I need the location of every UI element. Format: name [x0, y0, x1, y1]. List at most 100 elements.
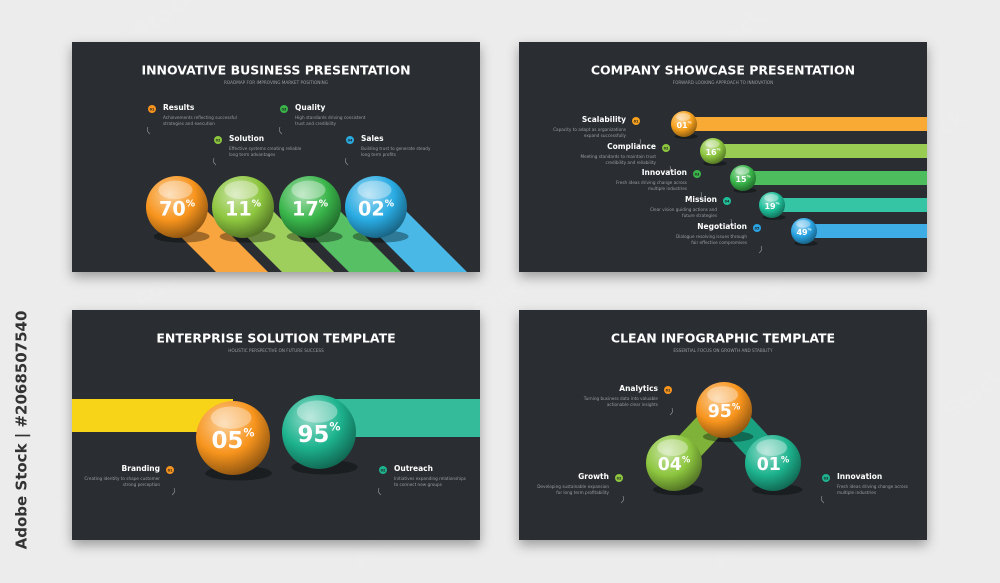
slide-subtitle: ROADMAP FOR IMPROVING MARKET POSITIONING [224, 80, 328, 85]
ball-number: 16 [705, 148, 717, 157]
item-desc: future strategies [682, 213, 717, 218]
ball-value: 49% [796, 226, 811, 236]
badge-number: 03 [695, 172, 700, 176]
ball-number: 02 [358, 197, 385, 220]
item-desc: multiple industries [648, 186, 687, 191]
ball-value: 16% [705, 146, 720, 156]
ball-highlight [296, 400, 338, 423]
curved-arrow [377, 487, 382, 496]
badge-number: 04 [725, 199, 730, 203]
item-label: Growth [578, 472, 609, 481]
badge [280, 105, 288, 113]
item-label: Outreach [394, 464, 433, 473]
item-label: Innovation [837, 472, 882, 481]
slide-title: CLEAN INFOGRAPHIC TEMPLATE [611, 331, 835, 346]
curved-arrow [728, 218, 733, 227]
ball-number: 95 [708, 402, 732, 422]
item-desc: Capacity to adapt as organizations [553, 127, 626, 132]
badge-number: 03 [824, 476, 829, 480]
bar [772, 198, 927, 212]
ball [730, 165, 756, 191]
badge-number: 01 [634, 119, 639, 123]
badge [723, 197, 731, 205]
ball-number: 05 [211, 427, 243, 453]
badge-number: 03 [282, 107, 287, 111]
badge-number: 01 [666, 388, 671, 392]
badge [148, 105, 156, 113]
ball-number: 49 [796, 228, 808, 237]
slide-subtitle: FORWARD LOOKING APPROACH TO INNOVATION [673, 80, 774, 85]
badge-number: 04 [348, 138, 353, 142]
badge [632, 117, 640, 125]
ball [759, 192, 785, 218]
item-desc: Initiatives expanding relationships [394, 476, 466, 481]
item-desc: Dialogue resolving issues through [676, 234, 747, 239]
badge [693, 170, 701, 178]
ball-number: 95 [297, 421, 329, 447]
item-label: Mission [685, 195, 717, 204]
curved-arrow [820, 495, 825, 504]
ball-value: 15% [735, 173, 750, 183]
item-desc: for long term profitability [556, 490, 609, 495]
ball-value: 01% [757, 454, 790, 475]
slide-content: ENTERPRISE SOLUTION TEMPLATE HOLISTIC PER… [72, 331, 480, 496]
badge-number: 01 [150, 107, 155, 111]
item-label: Solution [229, 134, 264, 143]
ball-highlight [291, 180, 326, 200]
curved-arrow [146, 126, 151, 135]
ball [196, 401, 270, 475]
ball [279, 176, 341, 238]
item-label: Negotiation [697, 222, 747, 231]
ball-highlight [158, 180, 193, 200]
ball-value: 02% [358, 197, 395, 220]
slide-content: INNOVATIVE BUSINESS PRESENTATION ROADMAP … [141, 63, 467, 272]
ball-unit: % [776, 200, 780, 205]
ball-value: 70% [159, 197, 196, 220]
ball-number: 17 [292, 197, 319, 220]
ball-unit: % [688, 119, 692, 124]
item-desc: fair effective compromises [691, 240, 747, 245]
badge [166, 466, 174, 474]
slide-content: CLEAN INFOGRAPHIC TEMPLATE ESSENTIAL FOCU… [537, 331, 908, 504]
ball-number: 01 [676, 121, 688, 130]
item-desc: Creating identity to shape customer [84, 476, 160, 481]
ball-number: 11 [225, 197, 252, 220]
ball-number: 19 [764, 202, 776, 211]
ball-highlight [657, 439, 688, 456]
item-desc: multiple industries [837, 490, 876, 495]
ball [696, 382, 752, 438]
item-desc: strategies and execution [163, 121, 215, 126]
ball-unit: % [243, 427, 254, 440]
curved-arrow [669, 407, 674, 416]
item-label: Scalability [582, 115, 626, 124]
ball-number: 04 [658, 455, 682, 475]
ball [646, 435, 702, 491]
ball-unit: % [385, 198, 395, 209]
item-desc: actionable clear insights [607, 402, 658, 407]
curved-arrow [171, 487, 176, 496]
bar [684, 117, 927, 131]
badge-number: 02 [216, 138, 221, 142]
ball-unit: % [747, 173, 751, 178]
bar [713, 144, 927, 158]
ball-number: 15 [735, 175, 747, 184]
item-desc: long term profits [361, 152, 396, 157]
badge-number: 02 [381, 468, 386, 472]
badge [664, 386, 672, 394]
item-desc: long term advantages [229, 152, 275, 157]
badge-number: 02 [664, 146, 669, 150]
ball [671, 111, 697, 137]
ball-value: 11% [225, 197, 262, 220]
ball-value: 17% [292, 197, 329, 220]
badge [822, 474, 830, 482]
item-label: Branding [122, 464, 160, 473]
ball [212, 176, 274, 238]
ball-unit: % [329, 421, 340, 434]
ball-unit: % [319, 198, 329, 209]
ball [745, 435, 801, 491]
bar [743, 171, 927, 185]
badge-number: 01 [168, 468, 173, 472]
ball-highlight [676, 112, 691, 121]
ball-value: 95% [297, 421, 340, 448]
